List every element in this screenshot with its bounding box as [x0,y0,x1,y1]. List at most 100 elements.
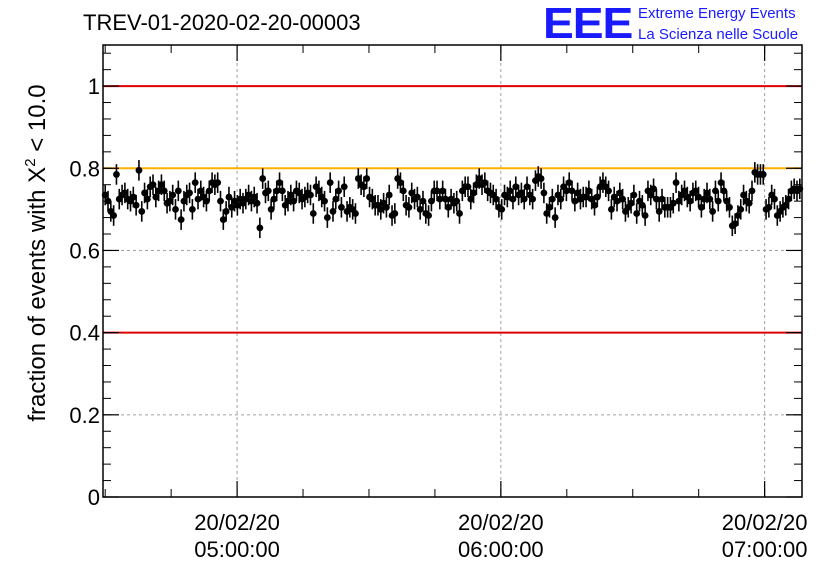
data-marker [669,199,677,207]
data-point [638,194,646,216]
data-marker [315,187,323,195]
data-marker [652,195,660,203]
y-tick-labels: 0 0.2 0.4 0.6 0.8 1 [69,74,100,510]
x-tick-time-label: 07:00:00 [722,537,808,562]
data-point [650,178,657,200]
data-marker [641,212,649,219]
data-point [222,201,230,222]
data-point [765,197,773,218]
data-marker [456,210,463,217]
data-marker [712,187,719,195]
data-marker [433,187,441,195]
data-point [326,172,334,193]
data-point [453,190,461,212]
data-marker [245,191,253,199]
data-marker [700,195,708,203]
data-marker [110,212,118,219]
data-marker [470,189,477,197]
data-marker [138,208,146,215]
data-marker [352,210,359,217]
data-point [267,199,275,220]
data-marker [332,195,340,203]
data-marker [548,195,556,203]
data-point [709,201,717,222]
data-point [186,182,193,204]
data-marker [473,181,480,189]
data-marker [546,203,553,211]
data-marker [113,171,120,178]
data-point [520,188,528,210]
data-marker [264,187,272,195]
data-marker [537,175,545,182]
data-point [605,180,612,202]
data-marker [377,205,385,213]
data-marker [149,181,157,189]
data-marker [152,193,160,201]
data-marker [731,220,739,228]
data-marker [155,187,163,195]
data-point [172,199,179,220]
data-marker [141,189,148,197]
data-marker [740,191,747,199]
data-marker [529,195,537,203]
data-marker [439,187,447,195]
data-marker [605,187,612,195]
data-point [413,186,421,208]
y-tick-label: 0.4 [69,321,100,346]
data-point [509,188,517,210]
data-point [399,180,407,202]
data-marker [290,197,298,205]
data-marker [203,197,210,205]
data-marker [633,210,641,217]
data-marker [307,191,314,199]
data-marker [562,187,570,195]
data-point [748,180,756,202]
data-marker [205,187,213,195]
data-marker [759,171,767,178]
data-marker [506,187,514,195]
data-point [160,180,168,202]
data-point [652,188,660,210]
data-point [225,186,233,208]
data-point [593,186,601,208]
y-tick-label: 0.8 [69,156,100,181]
data-point [537,168,545,189]
data-marker [726,203,733,211]
data-point [143,188,151,210]
data-point [464,176,472,198]
data-point [340,176,348,198]
data-marker [638,201,646,209]
data-point [695,186,702,208]
data-point [456,203,463,224]
x-tick-labels: 20/02/2005:00:0020/02/2006:00:0020/02/20… [194,510,807,562]
axis-ticks [103,45,802,498]
data-marker [256,224,264,232]
data-points [101,160,804,239]
data-marker [686,197,694,205]
data-marker [160,187,168,195]
data-marker [188,205,196,213]
data-point [259,168,267,189]
data-point [428,190,435,212]
data-point [630,184,638,206]
data-marker [273,187,281,195]
data-point [321,190,328,212]
data-marker [383,203,390,211]
data-marker [588,195,596,203]
data-point [191,172,199,193]
data-marker [177,216,185,224]
data-marker [745,199,753,207]
data-marker [734,212,742,219]
data-marker [323,214,331,221]
data-marker [197,187,205,195]
data-marker [287,191,295,199]
data-marker [464,183,472,191]
data-marker [616,189,624,197]
data-marker [503,193,511,201]
data-marker [442,195,449,203]
data-marker [360,183,368,191]
data-point [174,180,182,202]
data-marker [270,195,278,203]
data-point [548,188,556,210]
